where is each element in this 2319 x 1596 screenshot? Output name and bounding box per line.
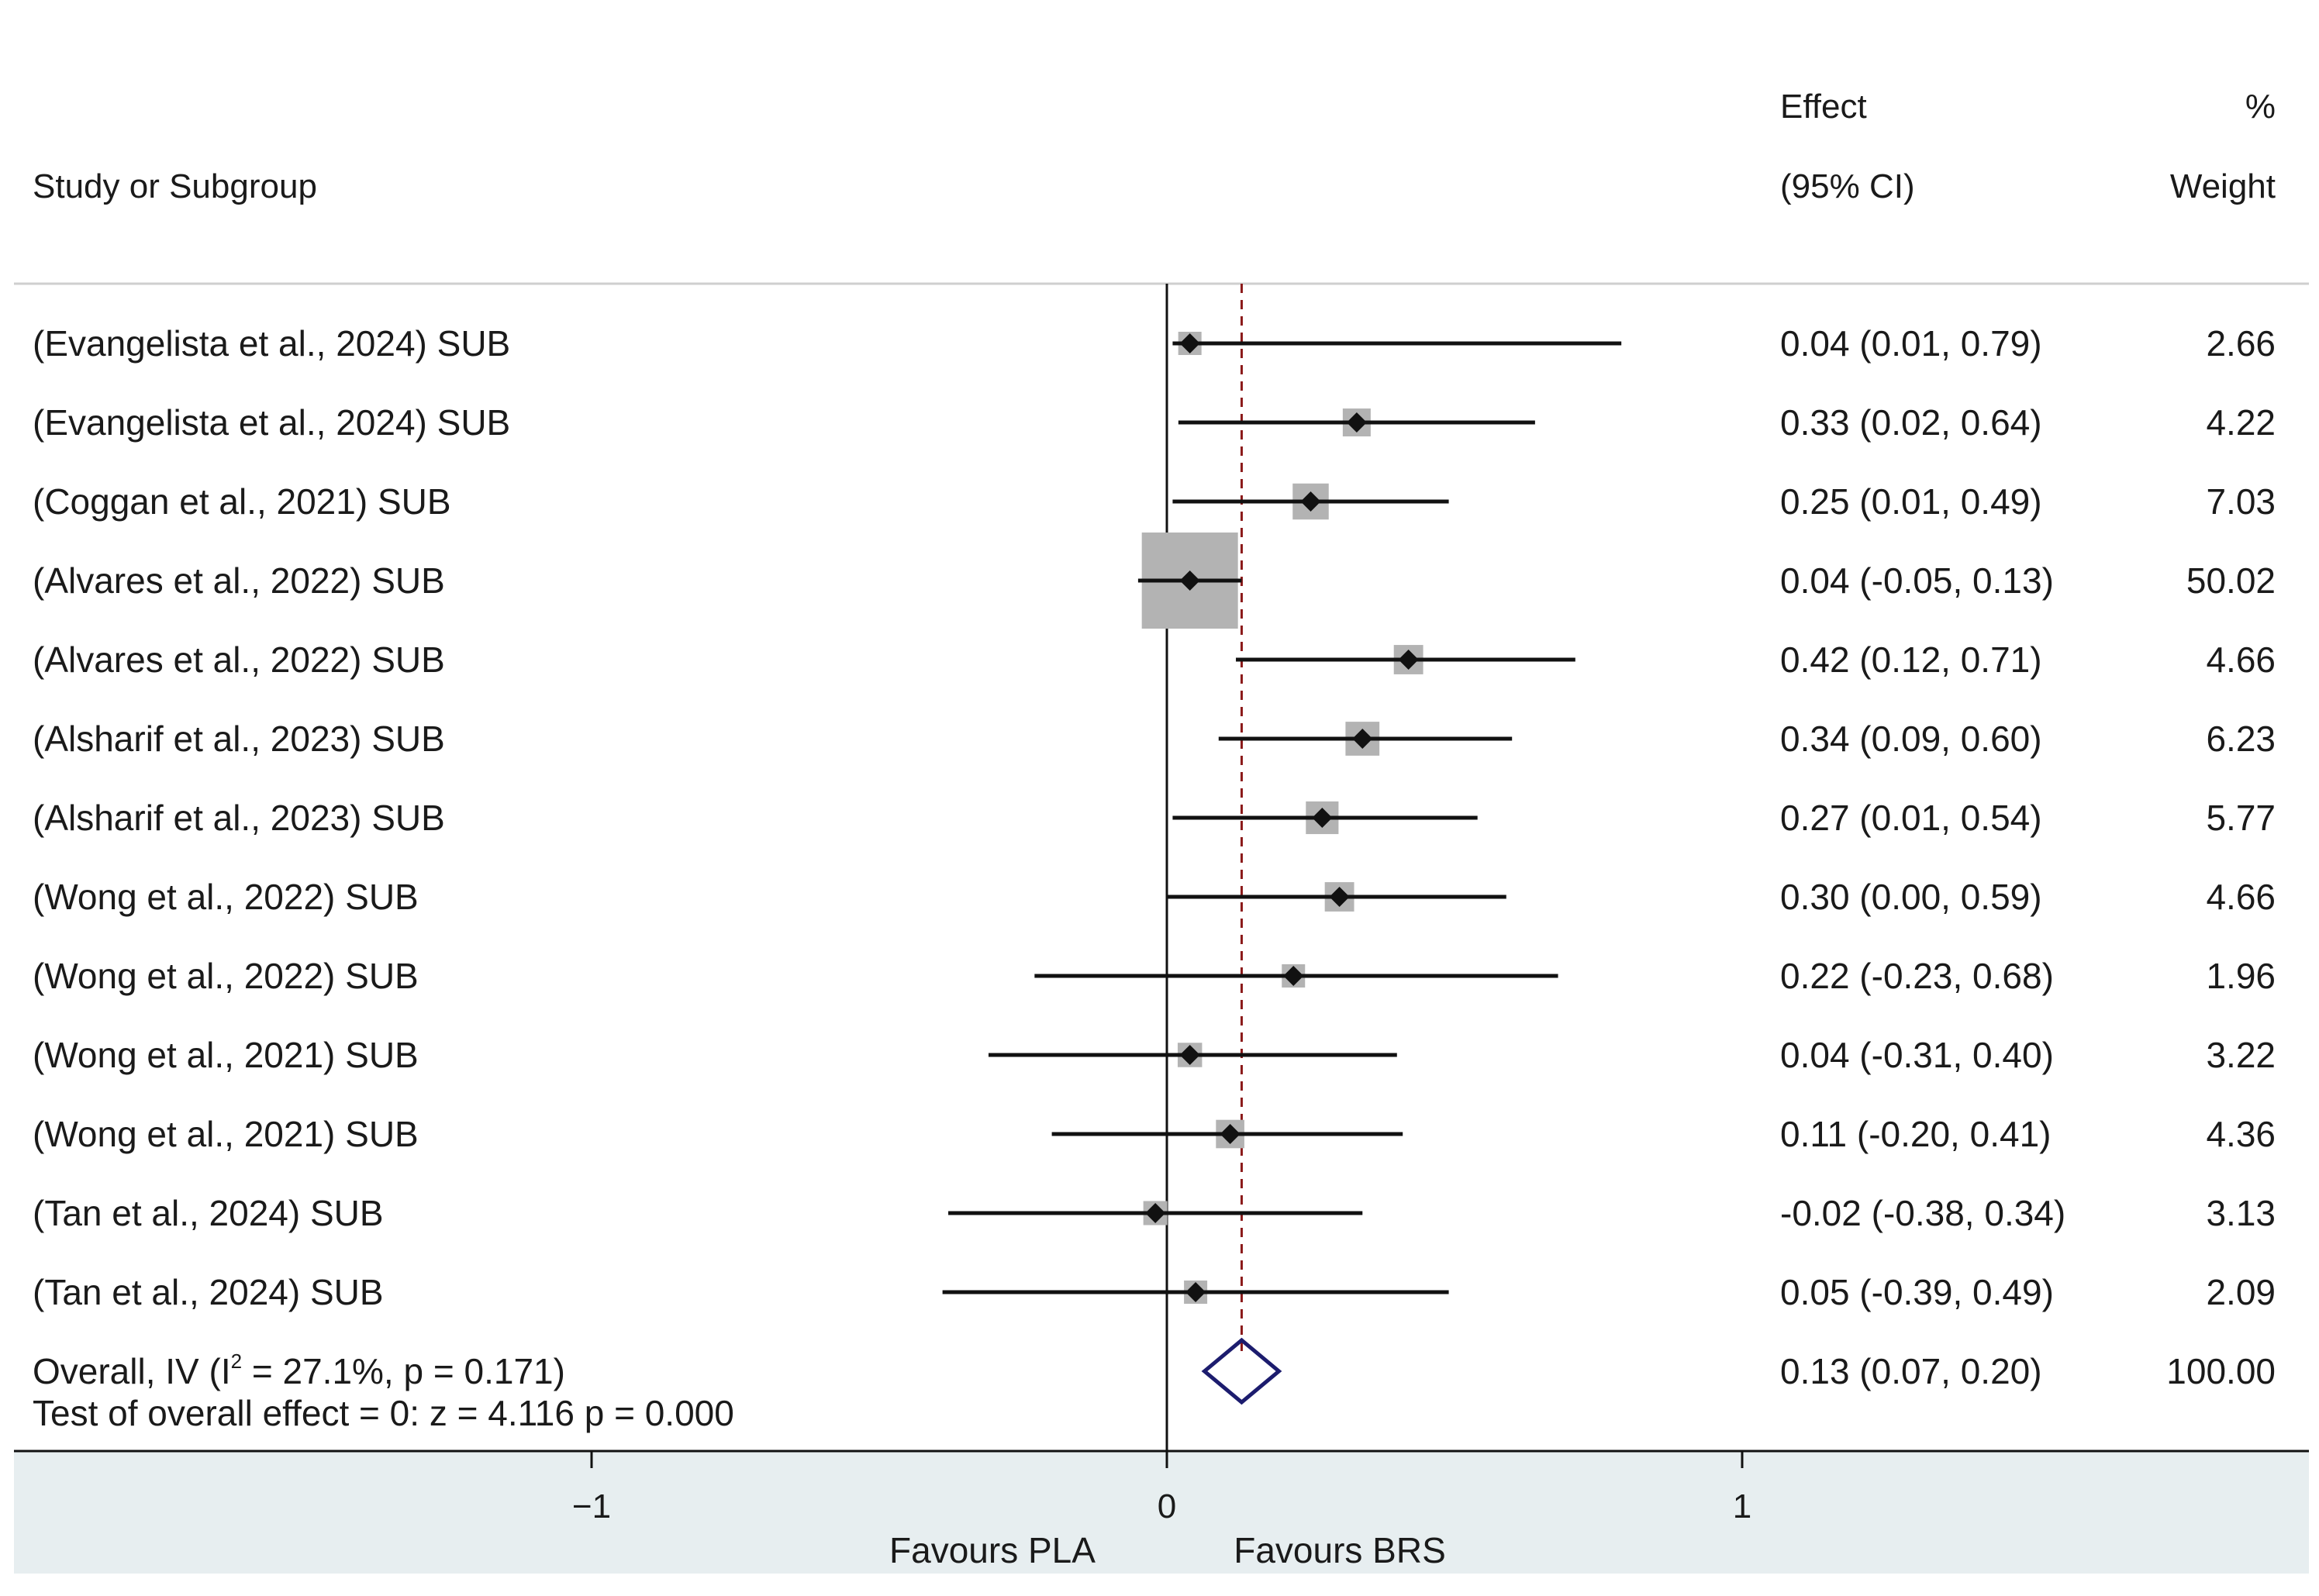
plot-background <box>14 23 2309 1574</box>
study-effect-ci: 0.04 (-0.05, 0.13) <box>1780 560 2054 601</box>
study-label: (Wong et al., 2022) SUB <box>33 877 419 917</box>
study-weight: 4.66 <box>2206 639 2276 680</box>
study-label: (Wong et al., 2021) SUB <box>33 1114 419 1154</box>
study-weight: 4.36 <box>2206 1114 2276 1154</box>
effect-marker <box>1145 1203 1166 1223</box>
effect-marker <box>1179 333 1200 353</box>
study-label: (Wong et al., 2022) SUB <box>33 956 419 996</box>
study-effect-ci: 0.33 (0.02, 0.64) <box>1780 402 2042 443</box>
overall-weight: 100.00 <box>2166 1351 2276 1391</box>
overall-label: Overall, IV (I2 = 27.1%, p = 0.171) <box>33 1350 565 1391</box>
overall-diamond <box>1201 1337 1282 1405</box>
header-percent-label: % <box>2245 88 2276 126</box>
overall-effect-ci: 0.13 (0.07, 0.20) <box>1780 1351 2042 1391</box>
study-label: (Coggan et al., 2021) SUB <box>33 481 451 522</box>
effect-marker <box>1220 1124 1241 1144</box>
x-tick-label: 0 <box>1158 1487 1176 1525</box>
study-label: (Alvares et al., 2022) SUB <box>33 639 445 680</box>
effect-marker <box>1179 570 1200 591</box>
study-effect-ci: 0.42 (0.12, 0.71) <box>1780 639 2042 680</box>
effect-marker <box>1346 412 1367 433</box>
study-effect-ci: 0.04 (0.01, 0.79) <box>1780 323 2042 364</box>
study-effect-ci: 0.11 (-0.20, 0.41) <box>1780 1114 2051 1154</box>
study-weight: 3.13 <box>2206 1193 2276 1233</box>
study-weight: 2.66 <box>2206 323 2276 364</box>
study-effect-ci: 0.22 (-0.23, 0.68) <box>1780 956 2054 996</box>
study-weight: 1.96 <box>2206 956 2276 996</box>
effect-marker <box>1352 729 1373 749</box>
study-effect-ci: 0.34 (0.09, 0.60) <box>1780 719 2042 759</box>
x-tick-label: −1 <box>572 1487 611 1525</box>
forest-marks: (Evangelista et al., 2024) SUB 0.04 (0.01… <box>14 284 2309 1525</box>
study-effect-ci: 0.05 (-0.39, 0.49) <box>1780 1272 2054 1312</box>
header-weight-label: Weight <box>2170 167 2276 205</box>
study-label: (Alvares et al., 2022) SUB <box>33 560 445 601</box>
study-label: (Tan et al., 2024) SUB <box>33 1193 384 1233</box>
study-effect-ci: 0.25 (0.01, 0.49) <box>1780 481 2042 522</box>
study-effect-ci: 0.30 (0.00, 0.59) <box>1780 877 2042 917</box>
header-ci-label: (95% CI) <box>1780 167 1915 205</box>
xlabel-left: Favours PLA <box>889 1530 1096 1570</box>
study-weight: 4.22 <box>2206 402 2276 443</box>
study-weight: 6.23 <box>2206 719 2276 759</box>
xlabel-right: Favours BRS <box>1234 1530 1446 1570</box>
effect-marker <box>1283 966 1304 986</box>
header-study-label: Study or Subgroup <box>33 167 317 205</box>
study-label: (Alsharif et al., 2023) SUB <box>33 719 445 759</box>
study-weight: 3.22 <box>2206 1035 2276 1075</box>
effect-marker <box>1185 1282 1206 1302</box>
study-weight: 5.77 <box>2206 798 2276 838</box>
study-weight: 2.09 <box>2206 1272 2276 1312</box>
study-label: (Tan et al., 2024) SUB <box>33 1272 384 1312</box>
x-tick-label: 1 <box>1733 1487 1751 1525</box>
study-effect-ci: 0.27 (0.01, 0.54) <box>1780 798 2042 838</box>
effect-marker <box>1312 808 1333 828</box>
study-label: (Evangelista et al., 2024) SUB <box>33 323 510 364</box>
effect-marker <box>1179 1045 1200 1065</box>
effect-marker <box>1398 650 1419 670</box>
study-effect-ci: 0.04 (-0.31, 0.40) <box>1780 1035 2054 1075</box>
study-weight: 7.03 <box>2206 481 2276 522</box>
study-weight: 4.66 <box>2206 877 2276 917</box>
study-label: (Alsharif et al., 2023) SUB <box>33 798 445 838</box>
study-weight: 50.02 <box>2186 560 2276 601</box>
overall-test-text: Test of overall effect = 0: z = 4.116 p … <box>33 1393 734 1433</box>
study-label: (Evangelista et al., 2024) SUB <box>33 402 510 443</box>
effect-marker <box>1300 491 1321 512</box>
study-effect-ci: -0.02 (-0.38, 0.34) <box>1780 1193 2065 1233</box>
axis-band <box>14 1451 2309 1574</box>
header-effect-label: Effect <box>1780 88 1867 126</box>
effect-marker <box>1329 887 1350 907</box>
study-label: (Wong et al., 2021) SUB <box>33 1035 419 1075</box>
